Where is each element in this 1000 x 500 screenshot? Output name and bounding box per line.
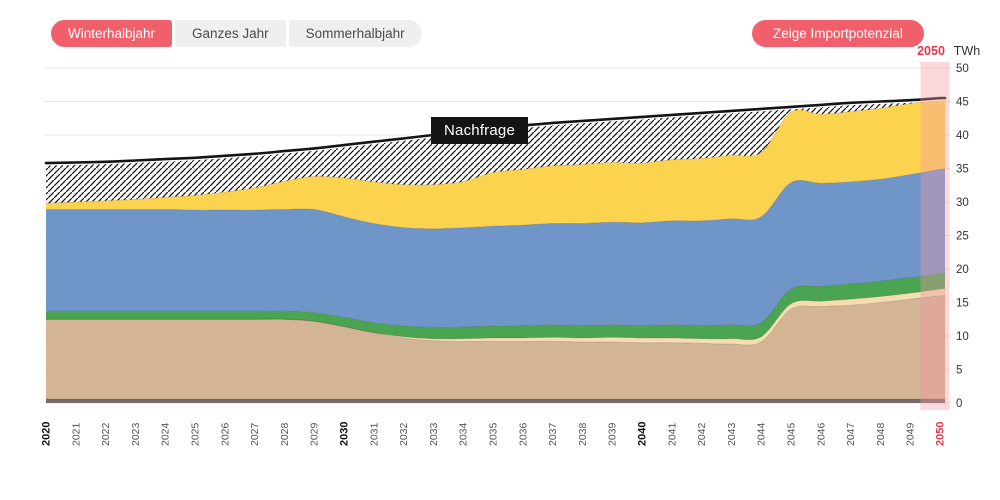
y-tick-25: 25 xyxy=(956,231,969,243)
y-tick-50: 50 xyxy=(956,63,969,75)
x-tick-2029: 2029 xyxy=(309,422,321,446)
x-tick-2047: 2047 xyxy=(845,422,857,446)
x-tick-2037: 2037 xyxy=(547,422,559,446)
area-green xyxy=(46,273,945,340)
tab-sommerhalbjahr[interactable]: Sommerhalbjahr xyxy=(288,20,422,47)
axis-header-unit: TWh xyxy=(954,44,980,58)
x-tick-2027: 2027 xyxy=(249,422,261,446)
zeige-importpotenzial-button[interactable]: Zeige Importpotenzial xyxy=(752,20,924,47)
x-tick-2039: 2039 xyxy=(607,422,619,446)
x-tick-2043: 2043 xyxy=(726,422,738,446)
x-tick-2035: 2035 xyxy=(488,422,500,446)
y-tick-35: 35 xyxy=(956,164,969,176)
highlight-band-2050 xyxy=(920,62,950,410)
x-tick-2032: 2032 xyxy=(398,422,410,446)
area-base-dark xyxy=(46,399,945,403)
nachfrage-gap-hatch xyxy=(46,97,945,204)
tab-winterhalbjahr[interactable]: Winterhalbjahr xyxy=(51,20,173,47)
x-tick-2048: 2048 xyxy=(875,422,887,446)
x-tick-2042: 2042 xyxy=(696,422,708,446)
y-tick-30: 30 xyxy=(956,197,969,209)
x-tick-2026: 2026 xyxy=(219,422,231,446)
edge-cream xyxy=(46,288,946,341)
nachfrage-label: Nachfrage xyxy=(431,117,529,144)
x-tick-2049: 2049 xyxy=(905,422,917,446)
x-tick-2024: 2024 xyxy=(160,422,172,446)
x-tick-2028: 2028 xyxy=(279,422,291,446)
x-tick-2023: 2023 xyxy=(130,422,142,446)
tab-ganzes-jahr[interactable]: Ganzes Jahr xyxy=(175,20,286,47)
y-tick-0: 0 xyxy=(956,398,962,410)
y-tick-40: 40 xyxy=(956,130,969,142)
x-tick-2033: 2033 xyxy=(428,422,440,446)
x-tick-2031: 2031 xyxy=(368,422,380,446)
x-tick-2036: 2036 xyxy=(517,422,529,446)
x-tick-2046: 2046 xyxy=(815,422,827,446)
x-tick-2040: 2040 xyxy=(637,422,649,446)
x-tick-2034: 2034 xyxy=(458,422,470,446)
axis-header-year: 2050 xyxy=(917,44,945,58)
area-yellow xyxy=(46,99,945,229)
y-tick-10: 10 xyxy=(956,331,969,343)
area-blue xyxy=(46,168,945,328)
x-tick-2044: 2044 xyxy=(756,422,768,446)
x-tick-2025: 2025 xyxy=(190,422,202,446)
y-tick-45: 45 xyxy=(956,97,969,109)
period-tabs: Winterhalbjahr Ganzes Jahr Sommerhalbjah… xyxy=(51,20,422,47)
y-tick-20: 20 xyxy=(956,264,969,276)
x-tick-2045: 2045 xyxy=(786,422,798,446)
edge-tan xyxy=(46,295,946,346)
x-tick-2022: 2022 xyxy=(100,422,112,446)
x-tick-2020: 2020 xyxy=(41,422,53,446)
area-tan xyxy=(46,295,945,399)
edge-green xyxy=(46,272,946,328)
x-tick-2030: 2030 xyxy=(339,422,351,446)
y-tick-15: 15 xyxy=(956,298,969,310)
x-tick-2050: 2050 xyxy=(935,422,947,446)
x-tick-2038: 2038 xyxy=(577,422,589,446)
y-tick-5: 5 xyxy=(956,365,962,377)
x-tick-2021: 2021 xyxy=(70,422,82,446)
x-tick-2041: 2041 xyxy=(666,422,678,446)
edge-blue xyxy=(46,168,946,230)
